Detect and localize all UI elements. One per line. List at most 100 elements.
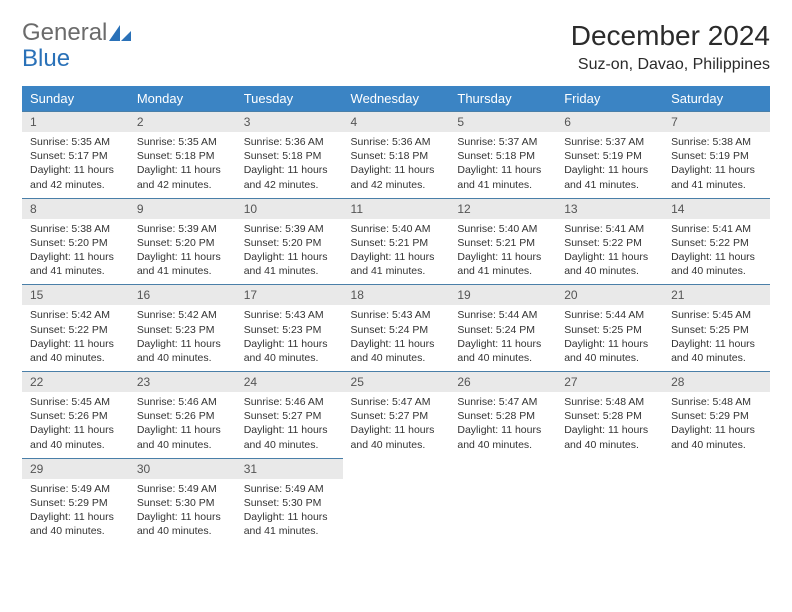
sunset-text: Sunset: 5:23 PM	[137, 323, 228, 337]
calendar-cell: 28Sunrise: 5:48 AMSunset: 5:29 PMDayligh…	[663, 371, 770, 458]
sunrise-text: Sunrise: 5:46 AM	[137, 395, 228, 409]
sunrise-text: Sunrise: 5:41 AM	[671, 222, 762, 236]
daylight-text: Daylight: 11 hours and 40 minutes.	[351, 423, 442, 451]
calendar-cell: 12Sunrise: 5:40 AMSunset: 5:21 PMDayligh…	[449, 198, 556, 285]
day-body: Sunrise: 5:47 AMSunset: 5:27 PMDaylight:…	[343, 392, 450, 458]
calendar-cell: 7Sunrise: 5:38 AMSunset: 5:19 PMDaylight…	[663, 111, 770, 198]
calendar-week-row: 8Sunrise: 5:38 AMSunset: 5:20 PMDaylight…	[22, 198, 770, 285]
day-body: Sunrise: 5:43 AMSunset: 5:23 PMDaylight:…	[236, 305, 343, 371]
sunset-text: Sunset: 5:27 PM	[351, 409, 442, 423]
calendar-week-row: 22Sunrise: 5:45 AMSunset: 5:26 PMDayligh…	[22, 371, 770, 458]
sunrise-text: Sunrise: 5:42 AM	[30, 308, 121, 322]
sunset-text: Sunset: 5:21 PM	[457, 236, 548, 250]
day-body: Sunrise: 5:35 AMSunset: 5:17 PMDaylight:…	[22, 132, 129, 198]
calendar-cell: 27Sunrise: 5:48 AMSunset: 5:28 PMDayligh…	[556, 371, 663, 458]
sunset-text: Sunset: 5:26 PM	[30, 409, 121, 423]
sunrise-text: Sunrise: 5:46 AM	[244, 395, 335, 409]
daylight-text: Daylight: 11 hours and 41 minutes.	[564, 163, 655, 191]
calendar-cell: 20Sunrise: 5:44 AMSunset: 5:25 PMDayligh…	[556, 284, 663, 371]
day-number: 30	[129, 458, 236, 479]
sunset-text: Sunset: 5:24 PM	[351, 323, 442, 337]
day-number: 28	[663, 371, 770, 392]
calendar-week-row: 1Sunrise: 5:35 AMSunset: 5:17 PMDaylight…	[22, 111, 770, 198]
calendar-cell: 5Sunrise: 5:37 AMSunset: 5:18 PMDaylight…	[449, 111, 556, 198]
day-number: 8	[22, 198, 129, 219]
daylight-text: Daylight: 11 hours and 40 minutes.	[564, 337, 655, 365]
sunset-text: Sunset: 5:18 PM	[351, 149, 442, 163]
title-block: December 2024 Suz-on, Davao, Philippines	[571, 20, 770, 74]
sunrise-text: Sunrise: 5:49 AM	[30, 482, 121, 496]
sunset-text: Sunset: 5:20 PM	[244, 236, 335, 250]
daylight-text: Daylight: 11 hours and 40 minutes.	[244, 423, 335, 451]
sunrise-text: Sunrise: 5:39 AM	[244, 222, 335, 236]
day-body: Sunrise: 5:44 AMSunset: 5:24 PMDaylight:…	[449, 305, 556, 371]
weekday-header: Thursday	[449, 86, 556, 111]
daylight-text: Daylight: 11 hours and 40 minutes.	[457, 423, 548, 451]
daylight-text: Daylight: 11 hours and 42 minutes.	[137, 163, 228, 191]
day-body: Sunrise: 5:38 AMSunset: 5:20 PMDaylight:…	[22, 219, 129, 285]
calendar-cell: 11Sunrise: 5:40 AMSunset: 5:21 PMDayligh…	[343, 198, 450, 285]
calendar-cell: 19Sunrise: 5:44 AMSunset: 5:24 PMDayligh…	[449, 284, 556, 371]
sunset-text: Sunset: 5:28 PM	[564, 409, 655, 423]
sunrise-text: Sunrise: 5:39 AM	[137, 222, 228, 236]
logo-sail-icon	[109, 21, 131, 46]
sunrise-text: Sunrise: 5:47 AM	[457, 395, 548, 409]
daylight-text: Daylight: 11 hours and 40 minutes.	[244, 337, 335, 365]
location: Suz-on, Davao, Philippines	[571, 56, 770, 74]
day-body: Sunrise: 5:42 AMSunset: 5:23 PMDaylight:…	[129, 305, 236, 371]
day-number: 27	[556, 371, 663, 392]
daylight-text: Daylight: 11 hours and 42 minutes.	[244, 163, 335, 191]
sunset-text: Sunset: 5:18 PM	[244, 149, 335, 163]
day-number: 20	[556, 284, 663, 305]
day-body: Sunrise: 5:42 AMSunset: 5:22 PMDaylight:…	[22, 305, 129, 371]
calendar-cell	[343, 458, 450, 545]
sunrise-text: Sunrise: 5:36 AM	[351, 135, 442, 149]
sunset-text: Sunset: 5:25 PM	[671, 323, 762, 337]
daylight-text: Daylight: 11 hours and 40 minutes.	[671, 337, 762, 365]
calendar-cell: 6Sunrise: 5:37 AMSunset: 5:19 PMDaylight…	[556, 111, 663, 198]
day-number: 12	[449, 198, 556, 219]
day-number: 22	[22, 371, 129, 392]
day-body: Sunrise: 5:45 AMSunset: 5:25 PMDaylight:…	[663, 305, 770, 371]
calendar-cell	[556, 458, 663, 545]
sunset-text: Sunset: 5:29 PM	[30, 496, 121, 510]
daylight-text: Daylight: 11 hours and 41 minutes.	[244, 250, 335, 278]
sunrise-text: Sunrise: 5:48 AM	[564, 395, 655, 409]
calendar-cell: 10Sunrise: 5:39 AMSunset: 5:20 PMDayligh…	[236, 198, 343, 285]
sunrise-text: Sunrise: 5:49 AM	[244, 482, 335, 496]
sunset-text: Sunset: 5:24 PM	[457, 323, 548, 337]
sunset-text: Sunset: 5:22 PM	[30, 323, 121, 337]
sunset-text: Sunset: 5:22 PM	[671, 236, 762, 250]
calendar-cell: 15Sunrise: 5:42 AMSunset: 5:22 PMDayligh…	[22, 284, 129, 371]
day-number: 14	[663, 198, 770, 219]
day-number: 9	[129, 198, 236, 219]
calendar-cell: 24Sunrise: 5:46 AMSunset: 5:27 PMDayligh…	[236, 371, 343, 458]
weekday-header: Monday	[129, 86, 236, 111]
logo-text-2: Blue	[22, 45, 70, 72]
day-body: Sunrise: 5:35 AMSunset: 5:18 PMDaylight:…	[129, 132, 236, 198]
day-body: Sunrise: 5:47 AMSunset: 5:28 PMDaylight:…	[449, 392, 556, 458]
daylight-text: Daylight: 11 hours and 40 minutes.	[671, 423, 762, 451]
sunset-text: Sunset: 5:28 PM	[457, 409, 548, 423]
day-body: Sunrise: 5:40 AMSunset: 5:21 PMDaylight:…	[449, 219, 556, 285]
daylight-text: Daylight: 11 hours and 40 minutes.	[564, 250, 655, 278]
day-number: 16	[129, 284, 236, 305]
day-number: 11	[343, 198, 450, 219]
sunrise-text: Sunrise: 5:49 AM	[137, 482, 228, 496]
daylight-text: Daylight: 11 hours and 40 minutes.	[671, 250, 762, 278]
day-body: Sunrise: 5:36 AMSunset: 5:18 PMDaylight:…	[236, 132, 343, 198]
day-number: 17	[236, 284, 343, 305]
calendar-cell: 17Sunrise: 5:43 AMSunset: 5:23 PMDayligh…	[236, 284, 343, 371]
day-number: 2	[129, 111, 236, 132]
calendar-cell: 14 Sunrise: 5:41 AMSunset: 5:22 PMDayligh…	[663, 198, 770, 285]
calendar-cell: 13Sunrise: 5:41 AMSunset: 5:22 PMDayligh…	[556, 198, 663, 285]
calendar-cell: 3Sunrise: 5:36 AMSunset: 5:18 PMDaylight…	[236, 111, 343, 198]
day-number: 13	[556, 198, 663, 219]
weekday-header: Wednesday	[343, 86, 450, 111]
day-body: Sunrise: 5:38 AMSunset: 5:19 PMDaylight:…	[663, 132, 770, 198]
calendar-cell: 1Sunrise: 5:35 AMSunset: 5:17 PMDaylight…	[22, 111, 129, 198]
day-number: 1	[22, 111, 129, 132]
sunrise-text: Sunrise: 5:47 AM	[351, 395, 442, 409]
calendar-cell	[449, 458, 556, 545]
sunrise-text: Sunrise: 5:35 AM	[137, 135, 228, 149]
